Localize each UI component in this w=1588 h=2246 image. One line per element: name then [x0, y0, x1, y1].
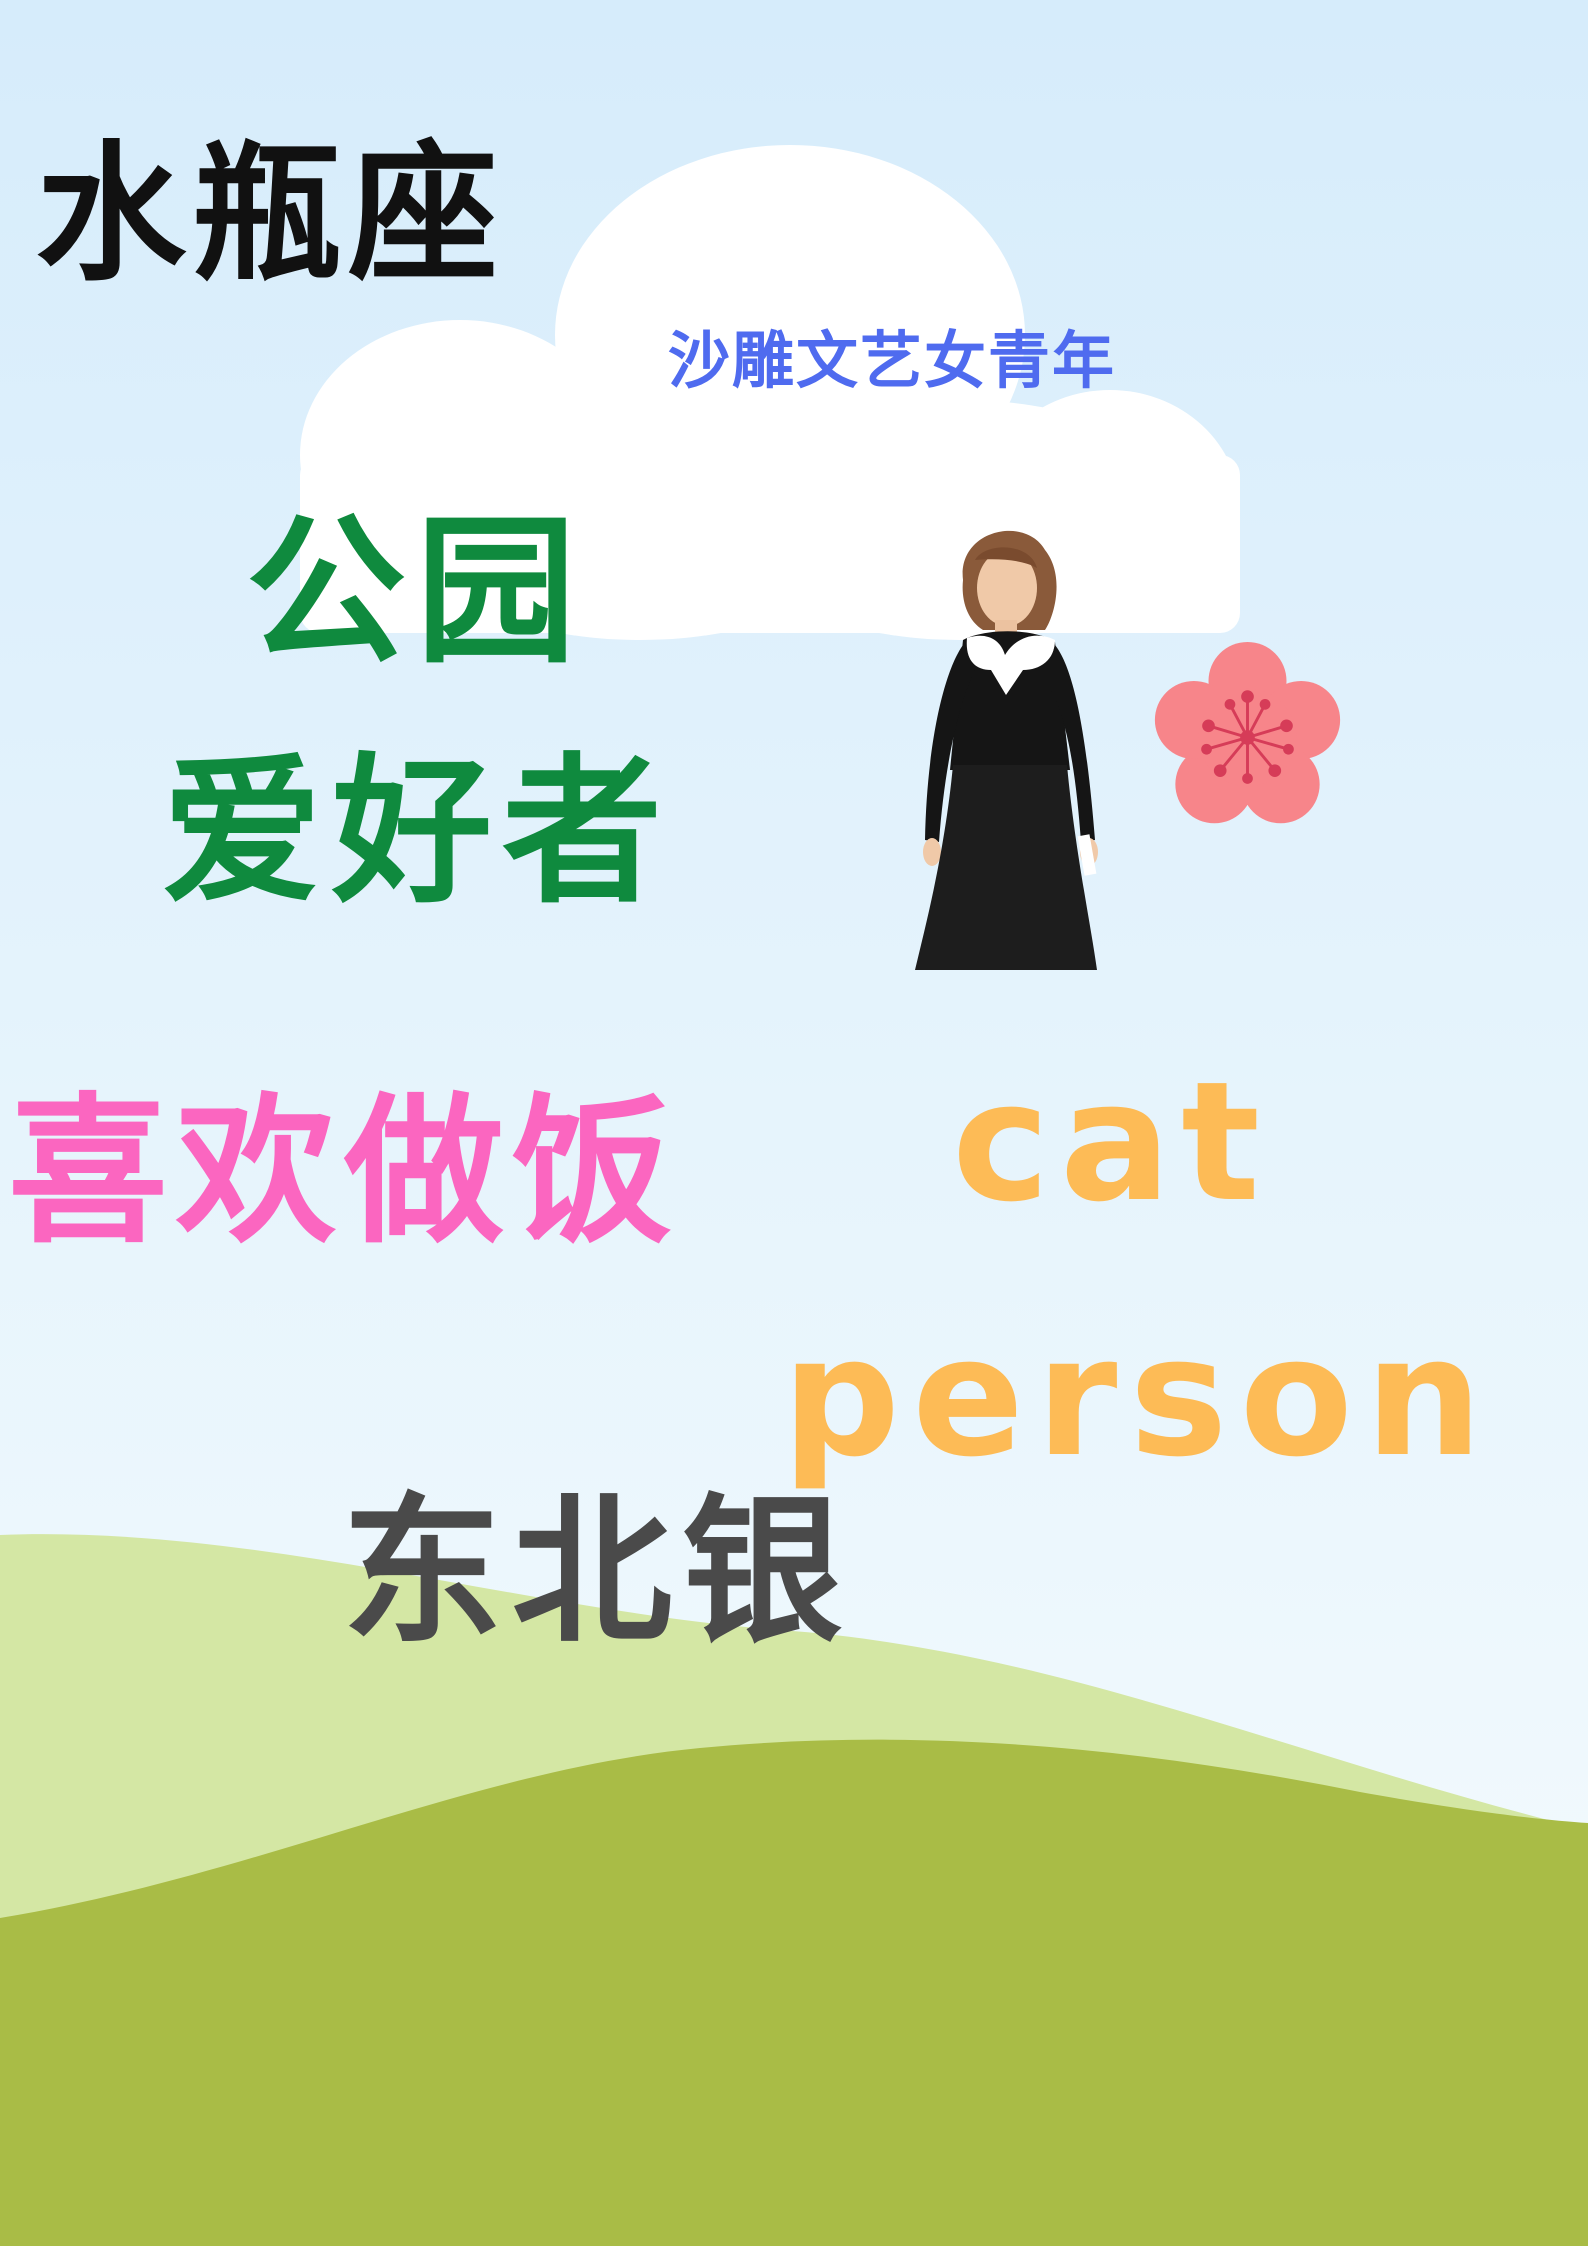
cherry-blossom-icon	[1154, 641, 1341, 824]
northeast-text: 东北银	[342, 1478, 853, 1665]
tagline-text: 沙雕文艺女青年	[668, 324, 1117, 397]
hill-dark	[0, 1739, 1588, 2246]
lover-text: 爱好者	[162, 738, 673, 925]
cloud	[300, 145, 1240, 640]
woman-portrait-photo	[915, 530, 1098, 970]
park-text: 公园	[246, 498, 587, 685]
person-text: person	[782, 1301, 1495, 1493]
zodiac-title: 水瓶座	[36, 128, 505, 302]
cooking-text: 喜欢做饭	[8, 1078, 681, 1265]
cat-text: cat	[952, 1046, 1271, 1238]
